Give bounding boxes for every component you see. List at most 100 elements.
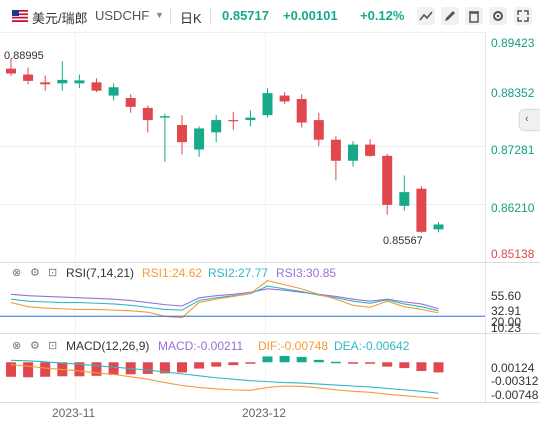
candle-down[interactable] — [416, 188, 427, 232]
macd-histogram-bar — [108, 362, 119, 375]
chevron-down-icon[interactable]: ▼ — [155, 10, 164, 20]
candlestick-chart[interactable] — [0, 32, 485, 262]
candle-up[interactable] — [245, 117, 256, 121]
chart-header: 美元/瑞郎 USDCHF ▼ 日K 0.85717 +0.00101 +0.12… — [0, 0, 540, 32]
candle-up[interactable] — [348, 144, 358, 161]
fullscreen-icon[interactable] — [513, 6, 533, 26]
macd-histogram-bar — [40, 362, 51, 377]
date-axis-label: 2023-11 — [52, 406, 96, 420]
candle-down[interactable] — [40, 82, 51, 85]
macd-histogram-bar — [159, 362, 170, 374]
candle-down[interactable] — [382, 155, 393, 205]
rsi-chart[interactable] — [0, 280, 485, 332]
macd-histogram-bar — [313, 359, 324, 363]
pen-icon[interactable] — [440, 6, 460, 26]
rsi-header: ⊗ ⚙ ⊡ RSI(7,14,21) RSI1:24.62 RSI2:27.77… — [0, 266, 485, 282]
candle-down[interactable] — [330, 139, 341, 161]
rsi1-value: RSI1:24.62 — [142, 266, 203, 280]
price-axis-label: 0.88352 — [491, 86, 535, 100]
macd-histogram-bar — [382, 362, 393, 367]
candle-down[interactable] — [91, 82, 102, 91]
candle-up[interactable] — [57, 79, 68, 84]
candle-up[interactable] — [159, 116, 170, 118]
macd-axis-label: -0.00312 — [491, 374, 539, 388]
us-flag-icon — [12, 10, 28, 22]
candle-down[interactable] — [6, 68, 16, 74]
macd-histogram-bar — [416, 362, 427, 371]
axis-divider — [485, 32, 486, 402]
macd-histogram-bar — [262, 356, 273, 363]
divider — [210, 8, 211, 24]
macd-histogram-bar — [296, 356, 307, 363]
candle-up[interactable] — [262, 93, 273, 116]
delete-icon[interactable] — [464, 6, 484, 26]
settings-icon[interactable]: ⊡ — [48, 267, 58, 279]
macd-value: MACD:-0.00211 — [158, 339, 244, 353]
macd-histogram-bar — [6, 362, 16, 377]
dif-value: DIF:-0.00748 — [258, 339, 329, 353]
grid-line — [0, 204, 485, 205]
price-change: +0.00101 — [283, 8, 338, 23]
macd-header: ⊗ ⚙ ⊡ MACD(12,26,9) MACD:-0.00211 DIF:-0… — [0, 339, 485, 355]
rsi3-value: RSI3:30.85 — [276, 266, 337, 280]
candle-down[interactable] — [313, 120, 324, 140]
candle-down[interactable] — [365, 144, 376, 156]
symbol-name[interactable]: 美元/瑞郎 — [32, 11, 88, 26]
high-price-label: 0.88995 — [4, 50, 44, 62]
rsi3-line — [10, 288, 439, 310]
settings-icon[interactable]: ⊡ — [48, 340, 58, 352]
price-axis-label: 0.89423 — [491, 36, 535, 50]
candle-down[interactable] — [177, 124, 187, 143]
pane-divider — [0, 333, 540, 334]
macd-histogram-bar — [279, 355, 290, 363]
macd-histogram-bar — [399, 362, 410, 369]
candle-down[interactable] — [125, 98, 136, 107]
side-panel-toggle[interactable]: ‹ — [520, 110, 540, 130]
macd-histogram-bar — [23, 362, 34, 378]
pane-divider — [0, 262, 540, 263]
rsi-axis-label: 32.91 — [491, 304, 522, 318]
macd-histogram-bar — [365, 362, 376, 364]
divider — [170, 8, 171, 24]
rsi1-line — [10, 280, 439, 319]
collapse-icon[interactable]: ⊗ — [12, 340, 22, 352]
candle-down[interactable] — [228, 120, 239, 122]
candle-up[interactable] — [433, 224, 444, 230]
rsi2-value: RSI2:27.77 — [208, 266, 269, 280]
price-axis-label: 0.87281 — [491, 143, 535, 157]
candle-up[interactable] — [399, 192, 410, 206]
macd-histogram-bar — [211, 362, 222, 367]
price-axis-label: 0.85138 — [491, 247, 535, 261]
candle-down[interactable] — [279, 95, 290, 102]
rsi-title: RSI(7,14,21) — [66, 266, 135, 280]
candle-up[interactable] — [74, 80, 85, 84]
macd-histogram-bar — [194, 362, 205, 369]
timeframe-selector[interactable]: 日K — [180, 11, 202, 26]
grid-line — [0, 146, 485, 147]
rsi-axis-label: 20.00 — [491, 315, 522, 329]
settings-icon[interactable] — [488, 6, 508, 26]
gear-icon[interactable]: ⚙ — [30, 340, 40, 352]
macd-histogram-bar — [330, 361, 341, 364]
collapse-icon[interactable]: ⊗ — [12, 267, 22, 279]
macd-histogram-bar — [228, 362, 239, 366]
date-axis-label: 2023-12 — [242, 406, 287, 420]
line-draw-icon[interactable] — [416, 6, 436, 26]
dea-line — [10, 359, 439, 394]
candle-up[interactable] — [108, 87, 119, 96]
macd-chart[interactable] — [0, 354, 485, 402]
macd-axis-label: -0.00748 — [491, 388, 539, 402]
macd-histogram-bar — [348, 362, 358, 364]
candle-down[interactable] — [142, 107, 153, 121]
candle-up[interactable] — [211, 120, 222, 133]
pane-divider — [0, 402, 540, 403]
dif-line — [10, 364, 439, 400]
candle-down[interactable] — [23, 74, 34, 81]
macd-histogram-bar — [74, 362, 85, 377]
symbol-code: USDCHF — [95, 8, 150, 23]
candle-up[interactable] — [194, 128, 205, 150]
rsi-axis-label: 10.23 — [491, 321, 522, 335]
macd-axis-label: 0.00124 — [491, 361, 535, 375]
candle-down[interactable] — [296, 99, 307, 123]
gear-icon[interactable]: ⚙ — [30, 267, 40, 279]
